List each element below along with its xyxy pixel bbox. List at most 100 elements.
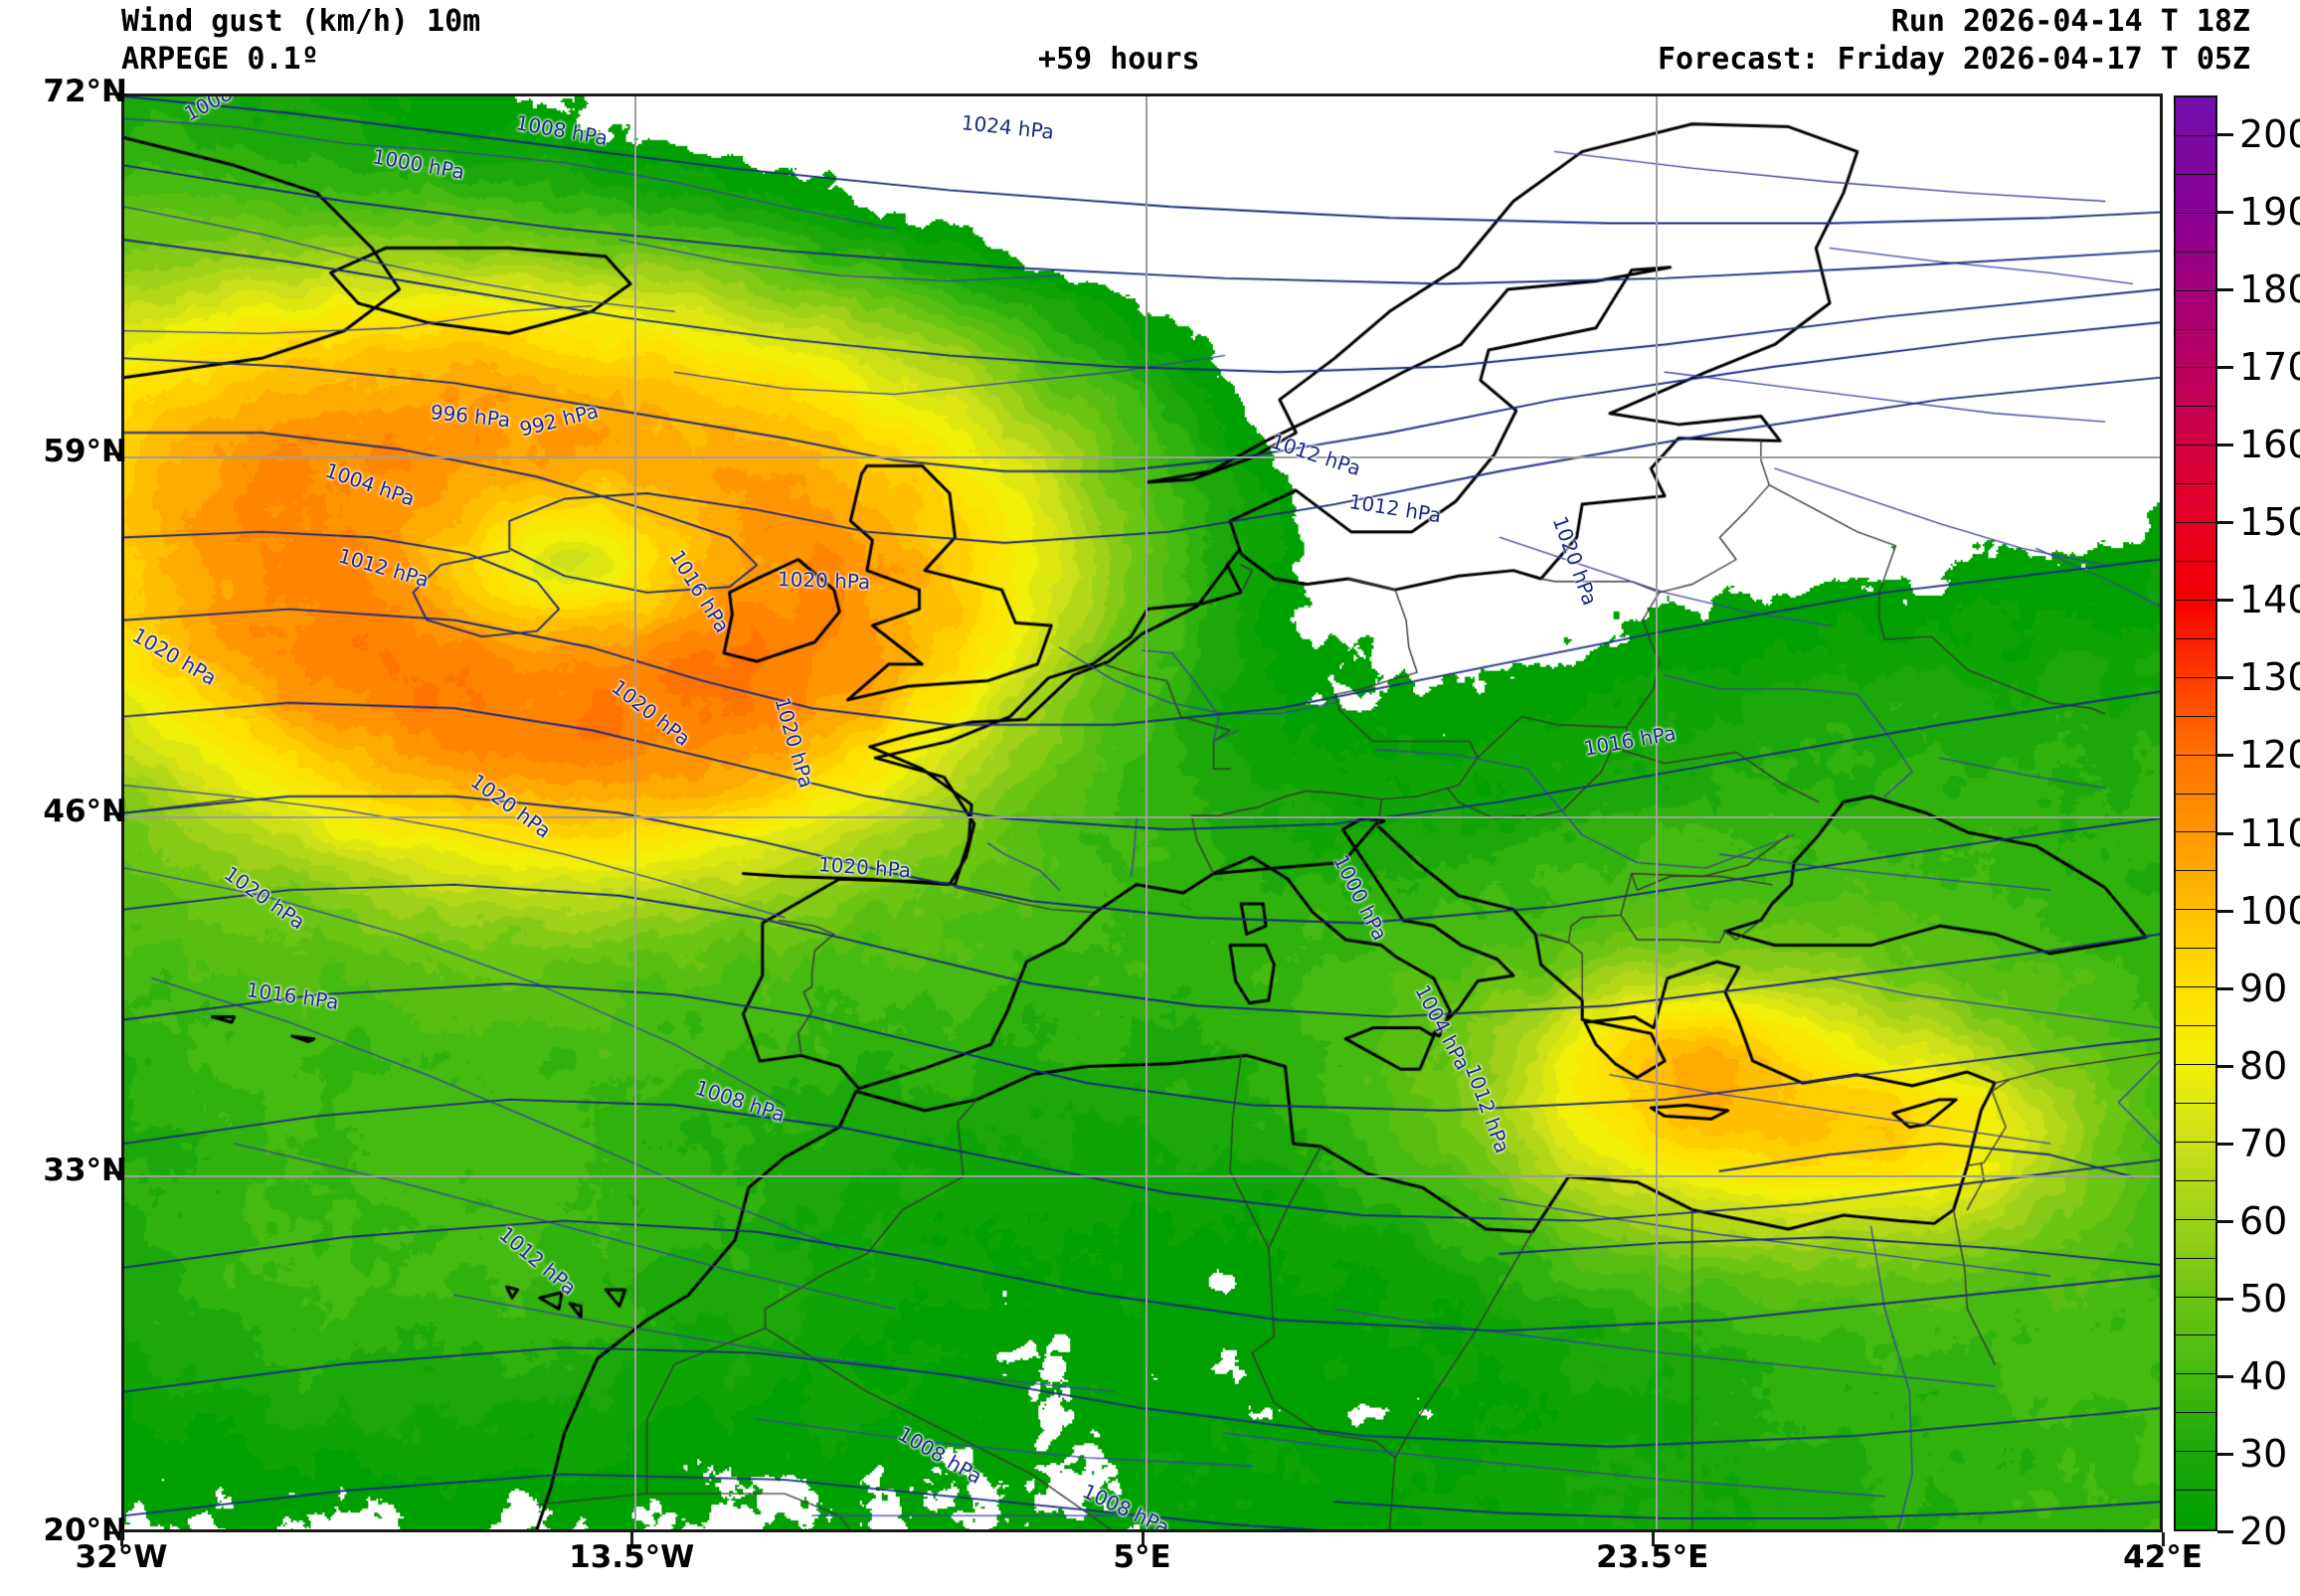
colorbar-separator bbox=[2176, 754, 2215, 756]
colorbar-separator bbox=[2176, 289, 2215, 291]
colorbar-tick-1 bbox=[2217, 1452, 2233, 1456]
wind-gust-heatmap-canvas bbox=[124, 96, 2160, 1529]
colorbar-tick-label-2: 40 bbox=[2239, 1353, 2288, 1398]
colorbar-tick-14 bbox=[2217, 443, 2233, 447]
y-tick-label-3: 33°N bbox=[43, 1153, 127, 1189]
colorbar-tick-label-16: 180 bbox=[2239, 267, 2300, 312]
x-tick-4 bbox=[2162, 1532, 2165, 1546]
colorbar-separator bbox=[2176, 1257, 2215, 1259]
colorbar-tick-label-3: 50 bbox=[2239, 1276, 2288, 1321]
colorbar-separator bbox=[2176, 483, 2215, 485]
x-tick-label-2: 5°E bbox=[1113, 1539, 1171, 1575]
colorbar-tick-3 bbox=[2217, 1297, 2233, 1301]
colorbar-tick-label-9: 110 bbox=[2239, 810, 2300, 855]
colorbar-tick-label-6: 80 bbox=[2239, 1043, 2288, 1088]
colorbar-separator bbox=[2176, 1102, 2215, 1104]
gridline-vertical-2 bbox=[1655, 96, 1658, 1529]
colorbar-separator bbox=[2176, 406, 2215, 408]
colorbar-tick-label-13: 150 bbox=[2239, 500, 2300, 545]
x-tick-2 bbox=[1141, 1532, 1145, 1546]
x-tick-0 bbox=[120, 1532, 123, 1546]
y-tick-4 bbox=[107, 1531, 121, 1534]
colorbar-separator bbox=[2176, 1296, 2215, 1298]
colorbar-separator bbox=[2176, 870, 2215, 872]
chart-header: Wind gust (km/h) 10m ARPEGE 0.1º +59 hou… bbox=[0, 0, 2300, 91]
colorbar-separator bbox=[2176, 134, 2215, 136]
colorbar-separator bbox=[2176, 793, 2215, 795]
colorbar-tick-4 bbox=[2217, 1219, 2233, 1223]
colorbar-tick-label-15: 170 bbox=[2239, 345, 2300, 390]
colorbar-separator bbox=[2176, 444, 2215, 446]
colorbar-separator bbox=[2176, 676, 2215, 678]
isobar-label-12: 1020 hPa bbox=[777, 567, 871, 595]
y-tick-1 bbox=[107, 451, 121, 455]
colorbar-tick-13 bbox=[2217, 521, 2233, 525]
gridline-vertical-0 bbox=[634, 96, 637, 1529]
y-tick-label-4: 20°N bbox=[43, 1512, 127, 1548]
y-tick-label-2: 46°N bbox=[43, 793, 127, 829]
colorbar-tick-9 bbox=[2217, 831, 2233, 835]
colorbar-tick-label-17: 190 bbox=[2239, 190, 2300, 235]
run-time-label: Run 2026-04-14 T 18Z bbox=[1890, 4, 2250, 39]
gridline-vertical-1 bbox=[1145, 96, 1148, 1529]
colorbar-tick-8 bbox=[2217, 909, 2233, 913]
x-tick-label-3: 23.5°E bbox=[1596, 1539, 1709, 1575]
colorbar-tick-label-8: 100 bbox=[2239, 888, 2300, 933]
colorbar-separator bbox=[2176, 1025, 2215, 1027]
x-tick-label-4: 42°E bbox=[2123, 1539, 2203, 1575]
colorbar-separator bbox=[2176, 909, 2215, 911]
x-tick-1 bbox=[630, 1532, 634, 1546]
colorbar-separator bbox=[2176, 1451, 2215, 1453]
colorbar-separator bbox=[2176, 1141, 2215, 1143]
y-tick-0 bbox=[107, 92, 121, 95]
colorbar-gradient bbox=[2176, 97, 2215, 1529]
colorbar-tick-label-18: 200 bbox=[2239, 112, 2300, 157]
colorbar-tick-5 bbox=[2217, 1142, 2233, 1146]
colorbar-separator bbox=[2176, 1412, 2215, 1414]
colorbar-tick-label-10: 120 bbox=[2239, 733, 2300, 778]
colorbar-tick-label-14: 160 bbox=[2239, 423, 2300, 467]
colorbar-separator bbox=[2176, 173, 2215, 175]
y-tick-label-0: 72°N bbox=[43, 74, 127, 109]
colorbar-tick-7 bbox=[2217, 986, 2233, 990]
colorbar-tick-18 bbox=[2217, 133, 2233, 137]
colorbar-tick-17 bbox=[2217, 211, 2233, 215]
colorbar-tick-15 bbox=[2217, 366, 2233, 370]
colorbar-separator bbox=[2176, 1063, 2215, 1065]
colorbar[interactable] bbox=[2174, 95, 2217, 1531]
colorbar-separator bbox=[2176, 522, 2215, 524]
y-tick-3 bbox=[107, 1171, 121, 1175]
colorbar-separator bbox=[2176, 561, 2215, 563]
colorbar-separator bbox=[2176, 599, 2215, 601]
colorbar-separator bbox=[2176, 212, 2215, 214]
colorbar-separator bbox=[2176, 251, 2215, 253]
forecast-time-label: Forecast: Friday 2026-04-17 T 05Z bbox=[1657, 42, 2250, 77]
colorbar-tick-label-11: 130 bbox=[2239, 655, 2300, 700]
colorbar-separator bbox=[2176, 986, 2215, 988]
colorbar-separator bbox=[2176, 1334, 2215, 1336]
y-tick-label-1: 59°N bbox=[43, 433, 127, 469]
colorbar-tick-label-1: 30 bbox=[2239, 1431, 2288, 1476]
colorbar-tick-11 bbox=[2217, 676, 2233, 680]
colorbar-tick-10 bbox=[2217, 754, 2233, 758]
colorbar-tick-label-4: 60 bbox=[2239, 1198, 2288, 1243]
gridline-horizontal-2 bbox=[124, 1175, 2160, 1178]
colorbar-separator bbox=[2176, 637, 2215, 639]
colorbar-separator bbox=[2176, 1179, 2215, 1181]
x-tick-label-0: 32°W bbox=[75, 1539, 168, 1575]
y-tick-2 bbox=[107, 811, 121, 815]
colorbar-separator bbox=[2176, 831, 2215, 833]
colorbar-tick-label-12: 140 bbox=[2239, 578, 2300, 622]
x-tick-3 bbox=[1651, 1532, 1655, 1546]
colorbar-separator bbox=[2176, 715, 2215, 717]
colorbar-separator bbox=[2176, 367, 2215, 369]
colorbar-tick-label-7: 90 bbox=[2239, 966, 2288, 1010]
colorbar-tick-2 bbox=[2217, 1374, 2233, 1378]
x-tick-label-1: 13.5°W bbox=[569, 1539, 695, 1575]
colorbar-separator bbox=[2176, 1218, 2215, 1220]
colorbar-tick-12 bbox=[2217, 599, 2233, 603]
colorbar-separator bbox=[2176, 948, 2215, 950]
colorbar-tick-label-0: 20 bbox=[2239, 1509, 2288, 1553]
colorbar-tick-16 bbox=[2217, 288, 2233, 292]
